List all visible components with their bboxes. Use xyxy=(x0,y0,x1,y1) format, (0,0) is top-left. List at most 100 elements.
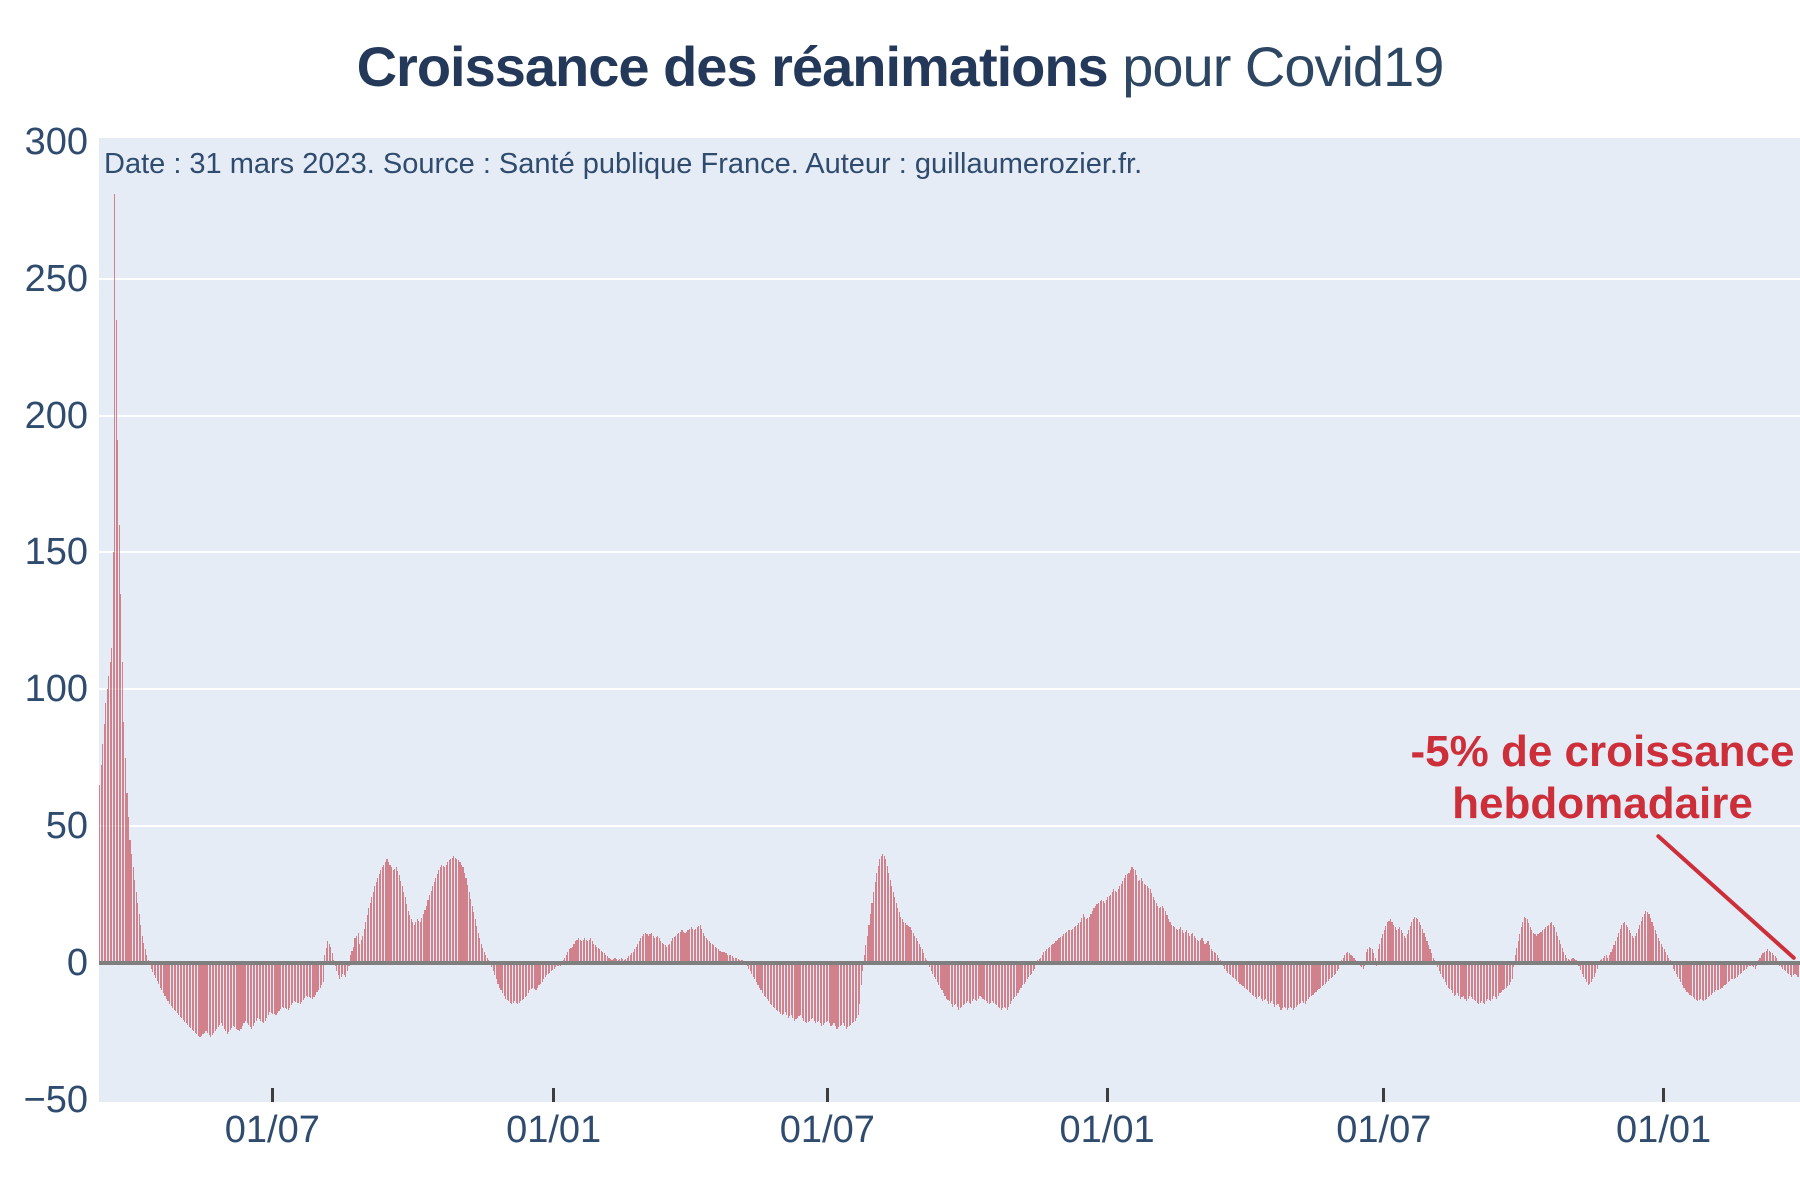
bar xyxy=(1108,895,1110,963)
bar xyxy=(910,930,913,963)
bar xyxy=(1205,942,1208,963)
bar xyxy=(1044,950,1046,963)
bar xyxy=(1125,875,1127,963)
bar xyxy=(1437,963,1439,968)
bar xyxy=(705,938,707,963)
bar xyxy=(1034,963,1036,969)
bar xyxy=(515,963,517,1003)
bar xyxy=(238,963,241,1032)
bar xyxy=(689,928,691,963)
bar xyxy=(121,661,123,963)
bar xyxy=(1583,963,1585,977)
bar xyxy=(1291,963,1293,1009)
bar xyxy=(1107,897,1109,963)
bar xyxy=(1353,957,1355,963)
bar xyxy=(1199,939,1201,963)
bar xyxy=(273,963,276,1015)
bar xyxy=(304,963,306,998)
bar xyxy=(1674,963,1676,972)
bar xyxy=(505,963,507,999)
bar xyxy=(1767,949,1769,963)
bar xyxy=(1126,874,1129,963)
bar xyxy=(1522,921,1524,963)
bar xyxy=(483,952,485,963)
bar xyxy=(1309,963,1311,998)
bar xyxy=(810,963,812,1020)
bar xyxy=(468,891,470,963)
bar xyxy=(889,879,891,963)
bar xyxy=(1424,937,1427,963)
bar xyxy=(307,963,309,997)
bar xyxy=(1517,941,1519,963)
bar xyxy=(945,963,948,999)
bar xyxy=(1687,963,1690,994)
bar xyxy=(675,935,677,963)
bar xyxy=(608,957,610,963)
bar xyxy=(958,963,960,1010)
bar xyxy=(1389,919,1392,963)
bar xyxy=(1006,963,1008,1010)
x-axis-label-0: 01/07 xyxy=(224,1109,320,1151)
bar xyxy=(1716,963,1718,991)
bar xyxy=(1088,916,1090,963)
bar xyxy=(491,963,493,968)
bar xyxy=(579,939,581,963)
bar xyxy=(1701,963,1703,1000)
bar xyxy=(178,963,180,1015)
bar xyxy=(1155,902,1157,963)
bar xyxy=(848,963,850,1026)
bar xyxy=(1640,920,1642,963)
bar xyxy=(1304,963,1306,1005)
bar xyxy=(102,744,104,963)
bar xyxy=(1392,924,1395,963)
bar xyxy=(1385,926,1387,963)
bar xyxy=(1151,893,1153,963)
bar xyxy=(1032,963,1034,972)
bar xyxy=(432,886,434,963)
bar xyxy=(967,963,969,1002)
bar xyxy=(818,963,820,1021)
bar xyxy=(1117,889,1119,963)
bar xyxy=(1792,963,1794,976)
bar xyxy=(127,816,130,963)
bar xyxy=(1266,963,1268,1002)
bar xyxy=(1260,963,1262,999)
bar xyxy=(789,963,791,1017)
bar xyxy=(184,963,186,1022)
bar xyxy=(847,963,849,1028)
bar xyxy=(1345,953,1347,963)
bar xyxy=(727,954,729,963)
bar xyxy=(920,946,922,963)
x-tick-mark-0 xyxy=(270,1088,274,1102)
bar xyxy=(1172,926,1174,963)
bar xyxy=(1209,945,1211,963)
bar xyxy=(1511,963,1513,980)
bar xyxy=(1692,963,1694,998)
bar xyxy=(886,865,888,963)
bar xyxy=(1634,935,1636,963)
bar xyxy=(701,928,703,963)
bar xyxy=(876,872,878,963)
bar xyxy=(109,661,111,963)
bar xyxy=(1158,908,1160,963)
bar xyxy=(1306,963,1308,1002)
bar xyxy=(1557,935,1559,963)
bar xyxy=(1072,928,1074,963)
bar xyxy=(512,963,514,1003)
bar xyxy=(1490,963,1492,1002)
bar xyxy=(702,932,704,963)
bar xyxy=(1239,963,1241,984)
bar xyxy=(1558,939,1560,963)
bar xyxy=(111,648,113,963)
bar xyxy=(249,963,251,1027)
bar xyxy=(798,963,800,1017)
bar xyxy=(1587,963,1589,985)
bar xyxy=(1666,954,1668,963)
bar xyxy=(796,963,799,1018)
bar xyxy=(1041,954,1043,963)
bar xyxy=(1140,878,1142,963)
bar xyxy=(325,947,327,963)
bar xyxy=(816,963,818,1022)
bar xyxy=(813,963,815,1021)
bar xyxy=(185,963,187,1024)
